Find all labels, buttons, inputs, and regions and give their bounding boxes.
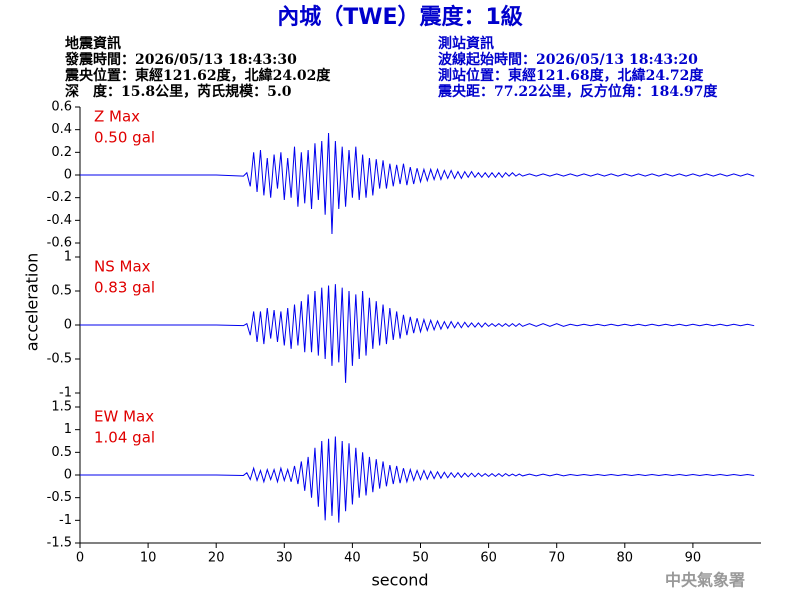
x-tick-label: 70 [548, 551, 565, 566]
x-tick-label: 20 [208, 551, 225, 566]
station-info: 震央距：77.22公里，反方位角：184.97度 [437, 83, 718, 100]
chart-title: 內城（TWE）震度：1級 [277, 4, 523, 30]
quake-info: 深 度：15.8公里，芮氏規模：5.0 [65, 83, 292, 100]
max-annotation: 0.50 gal [94, 129, 155, 147]
max-annotation: 1.04 gal [94, 429, 155, 447]
x-tick-label: 60 [480, 551, 497, 566]
legend-label: NS Max [94, 258, 151, 276]
x-tick-label: 50 [412, 551, 429, 566]
x-axis-label: second [371, 571, 428, 590]
y-tick-label: 0.2 [51, 145, 72, 160]
y-tick-label: -0.5 [47, 352, 72, 367]
waveform [80, 284, 755, 383]
y-tick-label: 1 [64, 250, 72, 265]
x-tick-label: 0 [76, 551, 84, 566]
x-tick-label: 80 [617, 551, 634, 566]
y-tick-label: 1.5 [51, 400, 72, 415]
y-tick-label: -0.5 [47, 490, 72, 505]
legend-label: Z Max [94, 108, 140, 126]
y-tick-label: -1 [59, 386, 72, 401]
y-axis-label: acceleration [23, 253, 42, 352]
y-tick-label: 0 [64, 468, 72, 483]
station-info: 測站位置：東經121.68度，北緯24.72度 [438, 67, 704, 84]
quake-info: 地震資訊 [65, 35, 121, 52]
quake-info: 震央位置：東經121.62度，北緯24.02度 [64, 67, 331, 84]
y-tick-label: 0 [64, 168, 72, 183]
quake-info: 發震時間：2026/05/13 18:43:30 [64, 51, 297, 68]
legend-label: EW Max [94, 408, 154, 426]
y-tick-label: 1 [64, 422, 72, 437]
y-tick-label: -1 [59, 513, 72, 528]
y-tick-label: 0.5 [51, 445, 72, 460]
waveform [80, 436, 755, 523]
y-tick-label: 0.6 [51, 100, 72, 115]
x-tick-label: 90 [685, 551, 702, 566]
y-tick-label: 0.4 [51, 122, 72, 137]
x-tick-label: 10 [140, 551, 157, 566]
max-annotation: 0.83 gal [94, 279, 155, 297]
y-tick-label: 0 [64, 318, 72, 333]
station-info: 波線起始時間：2026/05/13 18:43:20 [438, 51, 698, 68]
y-tick-label: 0.5 [51, 284, 72, 299]
y-tick-label: -0.2 [47, 190, 72, 205]
waveform [80, 133, 755, 234]
station-info: 測站資訊 [438, 35, 494, 52]
y-tick-label: -0.4 [47, 213, 72, 228]
x-tick-label: 30 [276, 551, 293, 566]
x-tick-label: 40 [344, 551, 361, 566]
y-tick-label: -0.6 [47, 236, 72, 251]
y-tick-label: -1.5 [47, 536, 72, 551]
watermark: 中央氣象署 [665, 571, 745, 590]
